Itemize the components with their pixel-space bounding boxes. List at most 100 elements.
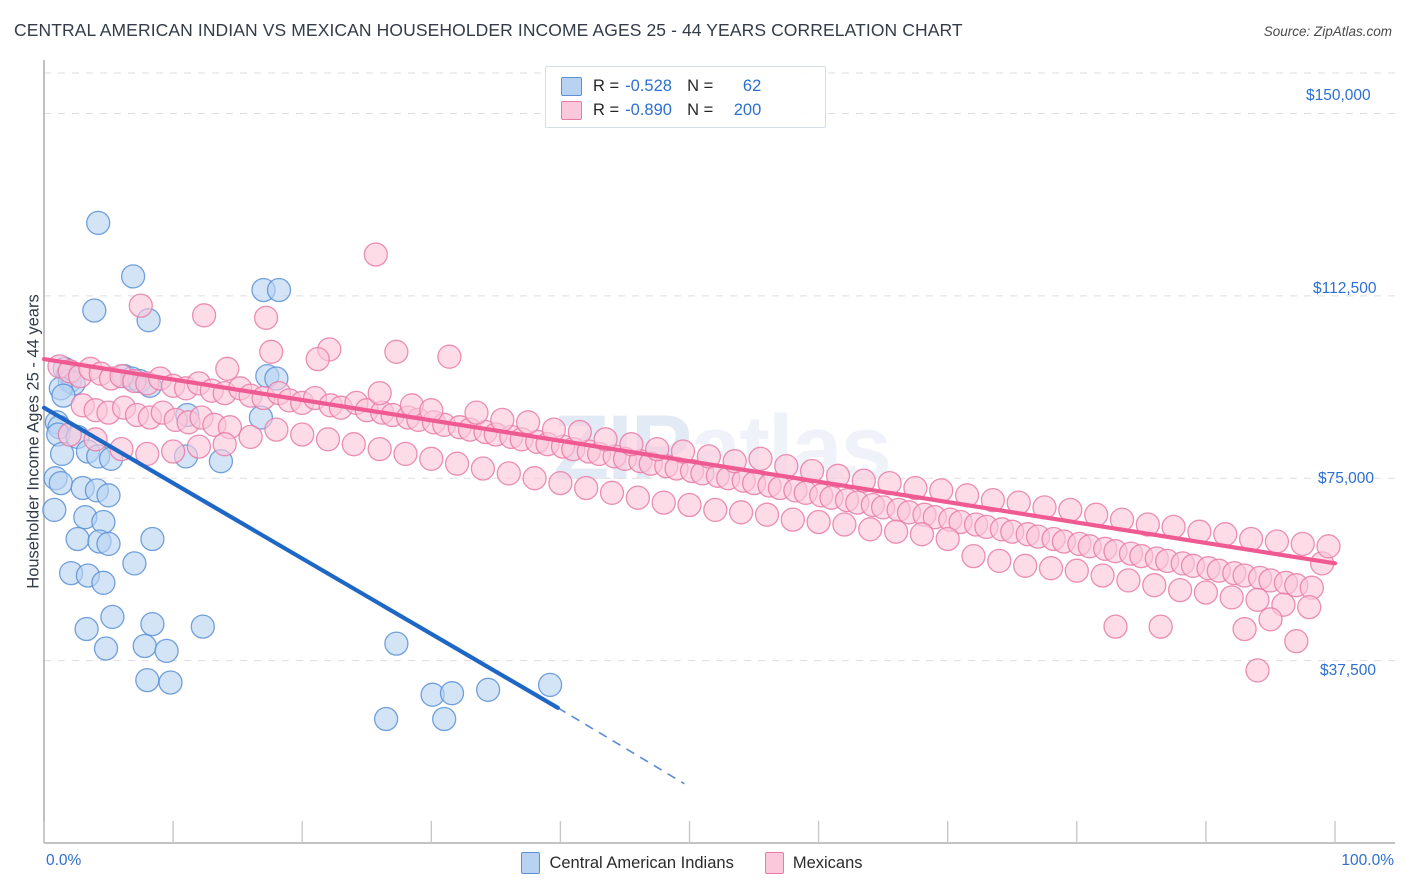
data-point: [883, 519, 909, 544]
y-axis-label-112500: $112,500: [1313, 280, 1377, 297]
blue-series-swatch: [561, 76, 582, 96]
y-axis-label-37500: $37,500: [1320, 662, 1377, 679]
data-point: [264, 417, 289, 442]
legend-swatch-pink: [764, 852, 784, 874]
data-point: [140, 611, 165, 637]
stats-row-blue: R = -0.528 N = 62: [546, 74, 825, 98]
data-point: [1316, 534, 1341, 559]
data-point: [1193, 580, 1219, 605]
data-point: [1148, 614, 1173, 639]
y-axis-label-75000: $75,000: [1318, 470, 1375, 487]
pink-r-key: R =: [593, 100, 620, 119]
pink-n-value: 200: [733, 100, 762, 119]
data-point: [599, 480, 625, 505]
data-point: [1245, 658, 1270, 683]
data-point: [475, 677, 501, 702]
data-point: [86, 210, 111, 236]
data-point: [384, 339, 409, 364]
data-point: [961, 543, 986, 569]
data-point: [490, 407, 515, 433]
data-point: [437, 344, 462, 369]
data-point: [1013, 553, 1038, 578]
data-point: [1284, 629, 1309, 654]
data-point: [832, 512, 857, 537]
data-point: [135, 667, 160, 693]
data-point: [373, 706, 399, 732]
data-point: [238, 424, 263, 450]
legend-item-central-american-indians[interactable]: Central American Indians: [521, 852, 734, 874]
data-point: [93, 636, 119, 661]
data-point: [444, 451, 470, 476]
series-legend: Central American Indians Mexicans: [0, 852, 1406, 874]
data-point: [651, 490, 676, 515]
x-axis-label-max: 100.0%: [1341, 852, 1394, 869]
data-point: [935, 526, 960, 552]
data-point: [1142, 573, 1167, 598]
trendline-mexicans: [41, 356, 1338, 566]
data-point: [186, 434, 212, 459]
data-point: [806, 509, 831, 535]
data-point: [158, 670, 183, 695]
data-point: [154, 638, 179, 664]
data-point: [780, 507, 805, 532]
legend-label-pink: Mexicans: [792, 853, 863, 872]
data-point: [858, 517, 883, 542]
legend-item-mexicans[interactable]: Mexicans: [764, 852, 863, 874]
data-point: [1116, 568, 1141, 593]
data-point: [1297, 594, 1322, 620]
data-point: [393, 441, 418, 467]
data-point: [574, 475, 599, 501]
data-point: [1245, 587, 1270, 612]
data-point: [439, 681, 465, 706]
data-point: [1219, 585, 1244, 610]
data-point: [1213, 522, 1238, 547]
data-point: [259, 339, 284, 364]
data-point: [74, 616, 99, 642]
data-point: [1038, 556, 1064, 581]
data-point: [980, 487, 1006, 513]
data-point: [728, 500, 754, 525]
data-point: [754, 502, 780, 527]
pink-series-swatch: [561, 100, 582, 120]
pink-n-key: N =: [687, 100, 714, 119]
data-point: [91, 570, 116, 595]
data-point: [496, 461, 521, 486]
data-point: [464, 400, 489, 425]
data-point: [1103, 614, 1128, 639]
data-point: [432, 706, 457, 732]
data-point: [567, 419, 592, 445]
data-point: [48, 470, 73, 496]
pink-r-value: -0.890: [625, 100, 672, 119]
data-point: [515, 410, 541, 435]
data-point: [522, 466, 547, 491]
trendline-extension-dashed: [557, 707, 685, 785]
data-point: [341, 432, 366, 457]
data-point: [215, 356, 240, 381]
data-point: [748, 446, 773, 471]
data-point: [1264, 529, 1290, 554]
legend-swatch-blue: [521, 852, 541, 874]
data-point: [1258, 607, 1283, 632]
data-point: [190, 614, 215, 639]
data-point: [1290, 531, 1315, 557]
trendline-central-american-indians: [41, 405, 560, 710]
data-point: [128, 293, 153, 318]
blue-r-key: R =: [593, 76, 620, 95]
data-point: [160, 439, 186, 464]
y-axis-label-150000: $150,000: [1306, 87, 1371, 104]
series-mexicans: [47, 242, 1341, 683]
data-point: [1232, 616, 1257, 642]
data-point: [625, 485, 651, 510]
data-point: [1058, 497, 1083, 523]
data-point: [253, 305, 279, 330]
data-point: [987, 548, 1012, 574]
data-point: [100, 604, 125, 630]
data-point: [548, 470, 573, 496]
data-point: [120, 264, 146, 289]
data-point: [1090, 563, 1115, 588]
data-point: [132, 633, 157, 659]
source-attribution: Source: ZipAtlas.com: [1263, 24, 1392, 39]
data-point: [96, 483, 121, 508]
